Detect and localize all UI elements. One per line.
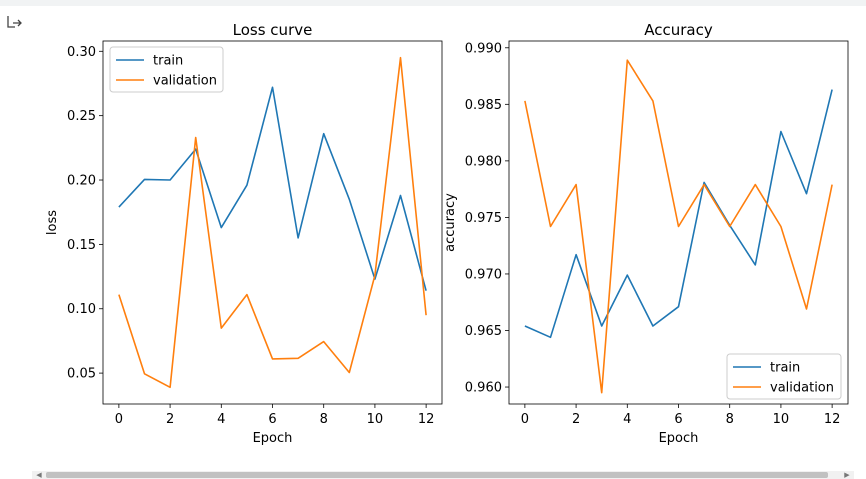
scroll-left-icon[interactable]: ◀ <box>36 471 42 479</box>
chart-1-train-line <box>118 86 427 291</box>
chart-1-y-tick-label: 0.30 <box>67 45 96 60</box>
chart-2-x-tick-label: 8 <box>726 412 734 427</box>
chart-1-x-tick-label: 4 <box>217 412 225 427</box>
chart-1-y-tick-label: 0.10 <box>67 302 96 317</box>
chart-2-x-axis-label: Epoch <box>659 431 699 446</box>
chart-1-y-tick-label: 0.15 <box>67 238 96 253</box>
chart-2-x-tick-label: 4 <box>623 412 631 427</box>
chart-1-x-tick-label: 0 <box>115 412 123 427</box>
chart-2-title: Accuracy <box>644 21 713 39</box>
chart-1-x-tick-label: 6 <box>268 412 276 427</box>
chart-2-y-tick-label: 0.975 <box>465 211 502 226</box>
chart-1-y-tick-label: 0.25 <box>67 109 96 124</box>
chart-2-y-tick-label: 0.980 <box>465 154 502 169</box>
chart-2-y-tick-label: 0.965 <box>465 324 502 339</box>
chart-2-legend-label-validation: validation <box>770 381 834 396</box>
chart-1-y-tick-label: 0.05 <box>67 367 96 382</box>
chart-2-x-tick-label: 2 <box>572 412 580 427</box>
chart-2-legend-label-train: train <box>770 361 800 376</box>
chart-1-legend-label-validation: validation <box>153 74 217 89</box>
chart-1-y-tick-label: 0.20 <box>67 174 96 189</box>
chart-2-y-tick-label: 0.990 <box>465 41 502 56</box>
chart-1-axes-frame <box>102 40 443 405</box>
chart-1-x-tick-label: 8 <box>320 412 328 427</box>
chart-1-title: Loss curve <box>233 21 313 39</box>
chart-2-x-tick-label: 0 <box>521 412 529 427</box>
output-area-top-strip <box>0 0 866 6</box>
chart-1-x-tick-label: 10 <box>367 412 384 427</box>
chart-2-y-tick-label: 0.960 <box>465 381 502 396</box>
chart-2-y-tick-label: 0.985 <box>465 98 502 113</box>
chart-1-x-axis-label: Epoch <box>253 431 293 446</box>
chart-1-validation-line <box>118 56 427 389</box>
chart-2-train-line <box>524 89 833 339</box>
chart-1-legend-label-train: train <box>153 54 183 69</box>
chart-1-x-tick-label: 2 <box>166 412 174 427</box>
chart-2-x-tick-label: 12 <box>824 412 841 427</box>
output-arrow-icon[interactable] <box>6 14 24 30</box>
chart-1-x-tick-label: 12 <box>418 412 435 427</box>
horizontal-scrollbar[interactable]: ◀ ▶ <box>32 471 854 479</box>
chart-2-x-tick-label: 6 <box>674 412 682 427</box>
scrollbar-thumb[interactable] <box>46 472 828 478</box>
chart-2-x-tick-label: 10 <box>773 412 790 427</box>
chart-2-y-tick-label: 0.970 <box>465 267 502 282</box>
scroll-right-icon[interactable]: ▶ <box>844 471 850 479</box>
chart-2-validation-line <box>524 59 833 394</box>
chart-2-y-axis-label: accuracy <box>443 193 458 252</box>
chart-1-y-axis-label: loss <box>45 210 60 235</box>
